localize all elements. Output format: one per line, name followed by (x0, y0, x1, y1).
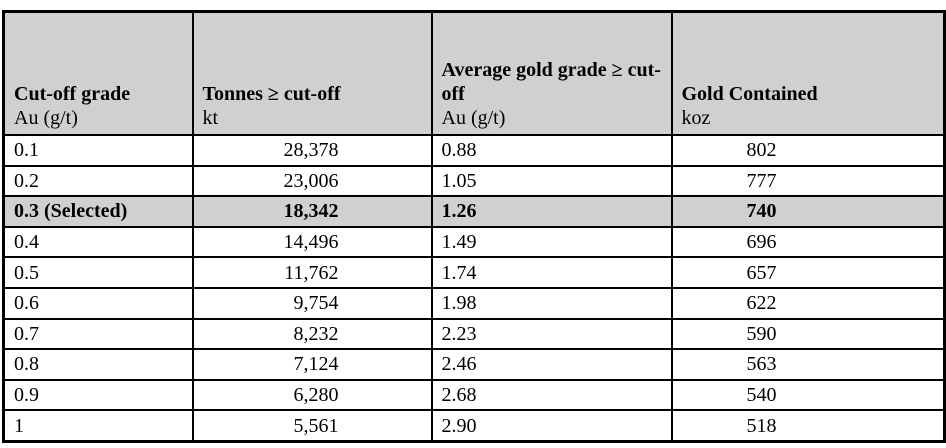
average-grade-cell: 2.46 (430, 348, 673, 381)
header-cutoff-grade: Cut-off grade Au (g/t) (2, 10, 194, 136)
gold-contained-cell: 696 (670, 225, 946, 259)
gold-contained-cell: 777 (670, 164, 946, 198)
table-row: 0.2 23,006 1.05 777 (2, 164, 946, 198)
gold-contained-cell: 740 (670, 195, 946, 228)
gold-contained-cell: 590 (670, 317, 946, 351)
cutoff-grade-cell: 0.3 (Selected) (2, 195, 194, 228)
gold-contained-cell: 802 (670, 134, 946, 167)
cutoff-grade-cell: 0.1 (2, 134, 194, 167)
table-row: 0.6 9,754 1.98 622 (2, 286, 946, 320)
header-gold-contained: Gold Contained koz (670, 10, 946, 136)
average-grade-cell: 1.49 (430, 225, 673, 259)
cutoff-grade-cell: 0.9 (2, 378, 194, 412)
table-row: 0.8 7,124 2.46 563 (2, 348, 946, 381)
average-grade-cell: 2.23 (430, 317, 673, 351)
header-row: Cut-off grade Au (g/t) Tonnes ≥ cut-off … (2, 10, 946, 136)
table-row: 0.5 11,762 1.74 657 (2, 256, 946, 289)
average-grade-cell: 1.74 (430, 256, 673, 289)
tonnes-cell: 7,124 (191, 348, 433, 381)
average-grade-cell: 0.88 (430, 134, 673, 167)
column-title: Average gold grade ≥ cut-off (441, 59, 661, 105)
column-unit: koz (681, 107, 711, 129)
header-average-grade: Average gold grade ≥ cut-off Au (g/t) (430, 10, 673, 136)
cutoff-grade-table: Cut-off grade Au (g/t) Tonnes ≥ cut-off … (2, 10, 946, 443)
tonnes-cell: 23,006 (191, 164, 433, 198)
table-row-selected: 0.3 (Selected) 18,342 1.26 740 (2, 195, 946, 228)
column-unit: kt (202, 107, 219, 129)
table-row: 0.1 28,378 0.88 802 (2, 134, 946, 167)
gold-contained-cell: 518 (670, 409, 946, 443)
average-grade-cell: 1.98 (430, 286, 673, 320)
cutoff-grade-cell: 0.7 (2, 317, 194, 351)
gold-contained-cell: 622 (670, 286, 946, 320)
table-row: 0.7 8,232 2.23 590 (2, 317, 946, 351)
gold-contained-cell: 657 (670, 256, 946, 289)
tonnes-cell: 5,561 (191, 409, 433, 443)
column-unit: Au (g/t) (441, 107, 506, 129)
column-title: Cut-off grade (14, 83, 131, 105)
average-grade-cell: 1.05 (430, 164, 673, 198)
cutoff-grade-cell: 1 (2, 409, 194, 443)
average-grade-cell: 2.68 (430, 378, 673, 412)
column-title: Gold Contained (681, 83, 818, 105)
cutoff-grade-cell: 0.2 (2, 164, 194, 198)
gold-contained-cell: 540 (670, 378, 946, 412)
table-row: 1 5,561 2.90 518 (2, 409, 946, 443)
gold-contained-cell: 563 (670, 348, 946, 381)
header-tonnes: Tonnes ≥ cut-off kt (191, 10, 433, 136)
average-grade-cell: 2.90 (430, 409, 673, 443)
table-row: 0.9 6,280 2.68 540 (2, 378, 946, 412)
tonnes-cell: 11,762 (191, 256, 433, 289)
tonnes-cell: 28,378 (191, 134, 433, 167)
cutoff-grade-cell: 0.8 (2, 348, 194, 381)
cutoff-grade-cell: 0.5 (2, 256, 194, 289)
tonnes-cell: 9,754 (191, 286, 433, 320)
average-grade-cell: 1.26 (430, 195, 673, 228)
column-title: Tonnes ≥ cut-off (202, 83, 341, 105)
tonnes-cell: 8,232 (191, 317, 433, 351)
tonnes-cell: 14,496 (191, 225, 433, 259)
cutoff-grade-cell: 0.6 (2, 286, 194, 320)
table-row: 0.4 14,496 1.49 696 (2, 225, 946, 259)
tonnes-cell: 6,280 (191, 378, 433, 412)
column-unit: Au (g/t) (14, 107, 78, 129)
cutoff-grade-cell: 0.4 (2, 225, 194, 259)
tonnes-cell: 18,342 (191, 195, 433, 228)
